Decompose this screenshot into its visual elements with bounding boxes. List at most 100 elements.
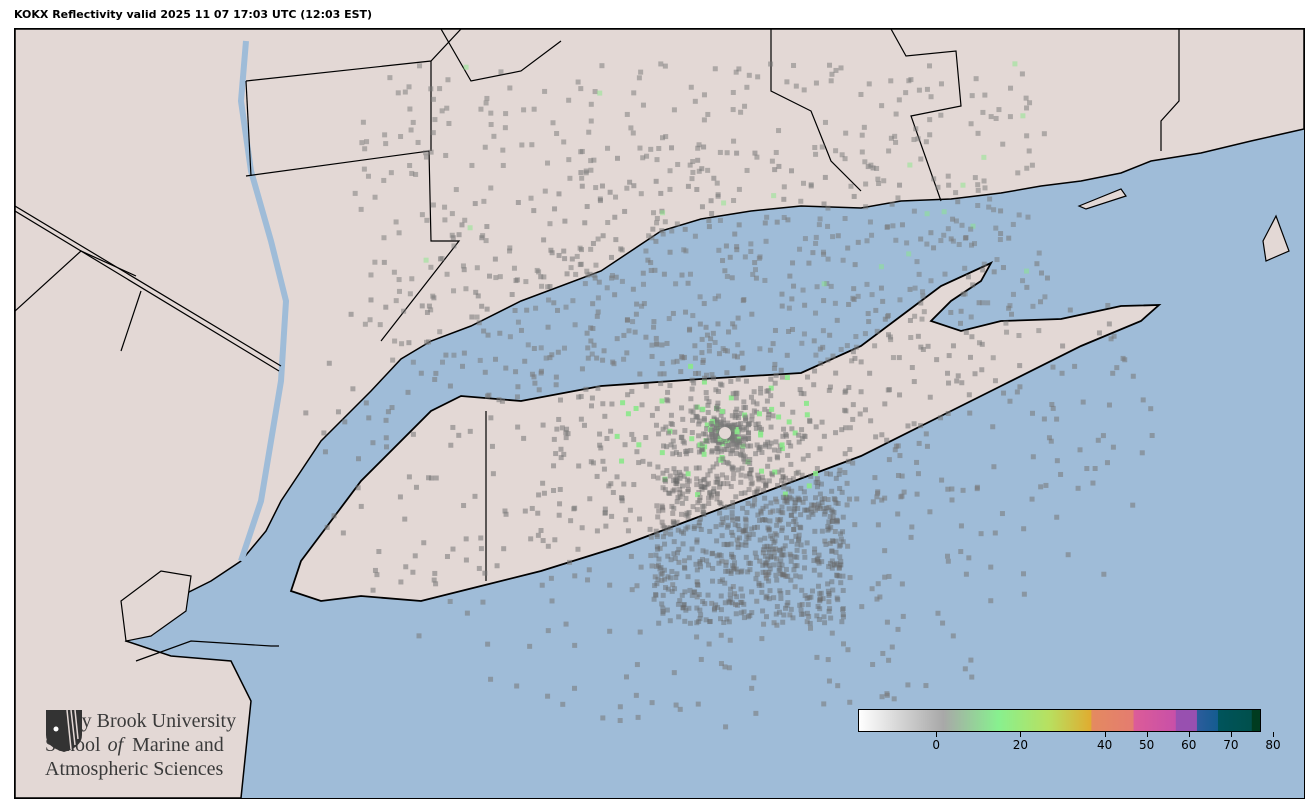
radar-echo	[586, 129, 592, 135]
radar-echo	[990, 424, 996, 430]
radar-echo	[734, 244, 740, 250]
radar-echo	[472, 493, 478, 499]
radar-echo	[817, 346, 823, 352]
radar-echo	[673, 470, 679, 476]
radar-echo	[631, 482, 637, 488]
radar-echo	[542, 88, 548, 94]
radar-echo	[890, 355, 896, 361]
radar-echo	[582, 281, 588, 287]
radar-echo	[604, 435, 610, 441]
radar-echo	[554, 131, 560, 137]
radar-echo	[624, 350, 630, 356]
radar-echo	[401, 308, 407, 314]
radar-echo	[451, 243, 457, 249]
radar-echo	[718, 607, 724, 613]
radar-echo	[824, 505, 830, 511]
radar-echo	[1030, 454, 1036, 460]
radar-echo	[456, 432, 462, 438]
radar-echo	[701, 416, 707, 422]
radar-echo	[488, 415, 494, 421]
radar-echo	[681, 530, 687, 536]
radar-echo	[738, 599, 744, 605]
radar-echo	[617, 704, 623, 710]
radar-echo	[410, 569, 416, 575]
radar-echo	[638, 191, 644, 197]
radar-echo	[802, 495, 808, 501]
radar-echo	[576, 394, 582, 400]
radar-echo	[474, 314, 480, 320]
radar-echo	[769, 158, 775, 164]
radar-echo	[547, 355, 553, 361]
radar-echo	[696, 421, 702, 427]
radar-echo	[370, 440, 376, 446]
radar-echo	[577, 262, 583, 268]
radar-echo	[710, 565, 716, 571]
radar-echo	[812, 546, 818, 552]
radar-echo	[1110, 370, 1116, 376]
radar-echo	[551, 300, 557, 306]
radar-echo	[742, 528, 748, 534]
radar-echo	[697, 607, 703, 613]
radar-echo	[607, 628, 613, 634]
radar-echo	[717, 149, 723, 155]
radar-echo	[802, 565, 808, 571]
radar-echo	[814, 466, 820, 472]
radar-echo	[826, 599, 832, 605]
radar-echo	[774, 499, 780, 505]
radar-echo	[718, 661, 724, 667]
radar-echo	[538, 370, 544, 376]
radar-echo	[734, 429, 740, 435]
radar-echo	[687, 271, 693, 277]
radar-echo	[779, 446, 785, 452]
radar-echo	[694, 537, 700, 543]
radar-echo	[825, 588, 831, 594]
radar-echo	[813, 495, 819, 501]
radar-echo	[635, 714, 641, 720]
radar-echo	[577, 245, 583, 251]
radar-echo	[1010, 221, 1016, 227]
radar-echo	[873, 434, 879, 440]
radar-echo	[444, 271, 450, 277]
radar-echo	[456, 232, 462, 238]
radar-echo	[799, 436, 805, 442]
radar-echo	[690, 169, 696, 175]
radar-echo	[689, 546, 695, 552]
radar-echo	[786, 486, 792, 492]
radar-echo	[557, 501, 563, 507]
radar-echo	[788, 558, 794, 564]
radar-echo	[742, 459, 748, 465]
radar-echo	[780, 473, 786, 479]
radar-echo	[619, 278, 625, 284]
radar-echo	[940, 620, 946, 626]
radar-echo	[705, 409, 711, 415]
radar-echo	[761, 478, 767, 484]
radar-echo	[863, 181, 869, 187]
radar-echo	[827, 560, 833, 566]
radar-echo	[625, 392, 631, 398]
radar-echo	[996, 107, 1002, 113]
radar-echo	[751, 675, 757, 681]
radar-echo	[739, 350, 745, 356]
radar-echo	[740, 529, 746, 535]
radar-echo	[653, 178, 659, 184]
radar-echo	[670, 519, 676, 525]
radar-echo	[684, 477, 690, 483]
radar-echo	[1108, 336, 1114, 342]
radar-echo	[779, 504, 785, 510]
radar-echo	[396, 277, 402, 283]
radar-echo	[655, 546, 661, 552]
radar-echo	[838, 542, 844, 548]
radar-echo	[643, 248, 649, 254]
radar-echo	[822, 174, 828, 180]
radar-echo	[781, 572, 787, 578]
radar-echo	[1012, 61, 1018, 67]
radar-echo	[515, 200, 521, 206]
radar-echo	[967, 354, 973, 360]
radar-echo	[764, 398, 770, 404]
radar-echo	[693, 561, 699, 567]
radar-echo	[756, 475, 762, 481]
radar-echo	[981, 178, 987, 184]
radar-echo	[671, 487, 677, 493]
radar-echo	[708, 336, 714, 342]
radar-echo	[773, 496, 779, 502]
